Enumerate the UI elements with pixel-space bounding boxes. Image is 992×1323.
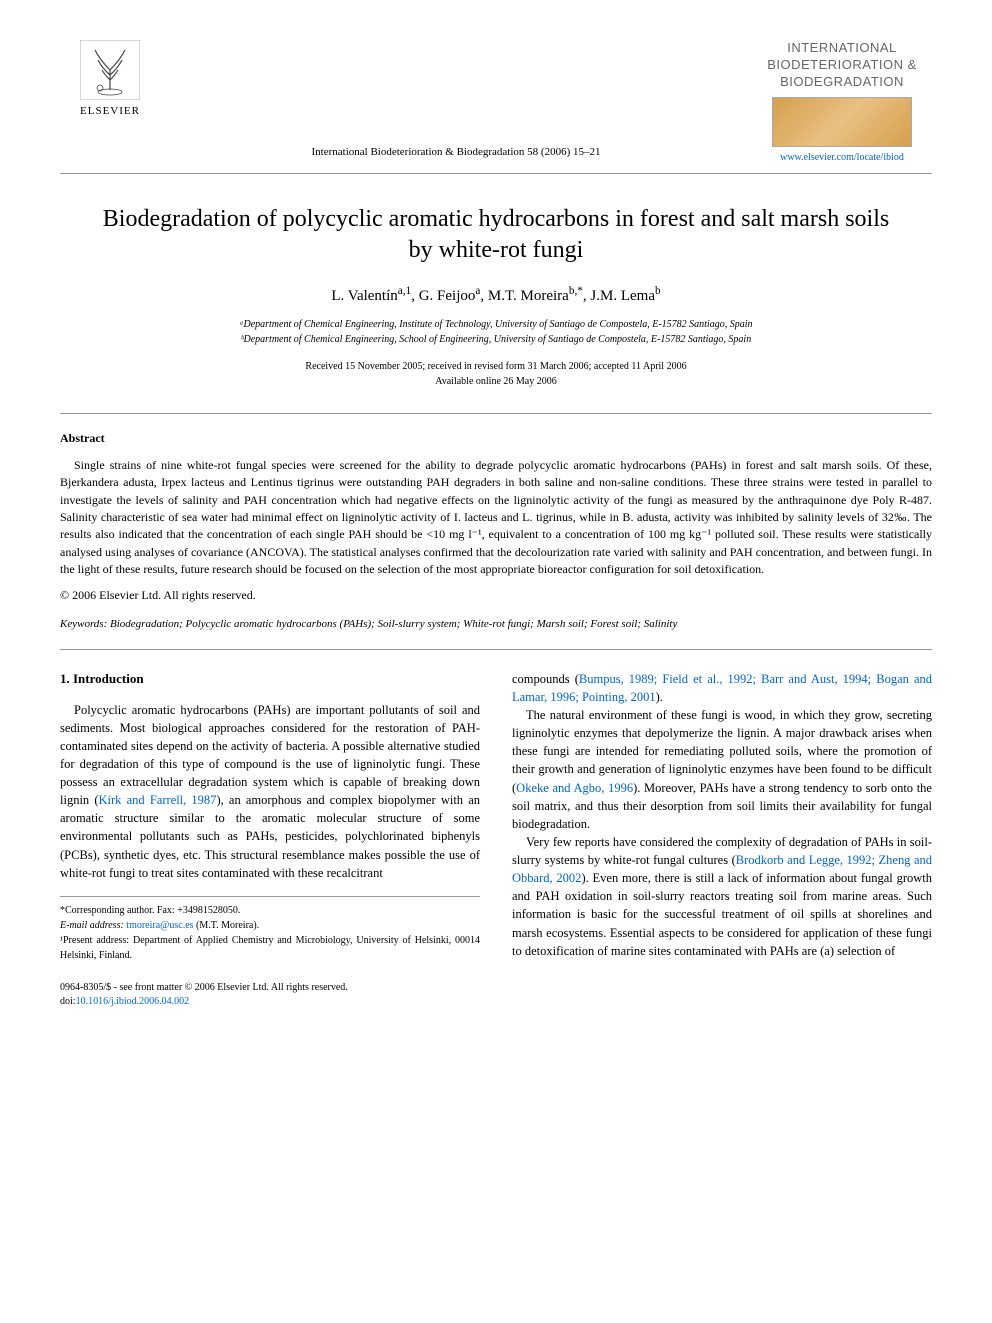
- column-right: compounds (Bumpus, 1989; Field et al., 1…: [512, 670, 932, 1009]
- intro-para-1: Polycyclic aromatic hydrocarbons (PAHs) …: [60, 701, 480, 882]
- abstract-copyright: © 2006 Elsevier Ltd. All rights reserved…: [60, 587, 932, 604]
- section-1-heading: 1. Introduction: [60, 670, 480, 689]
- col2-run-pre: compounds (: [512, 672, 579, 686]
- journal-cover-thumbnail: [772, 97, 912, 147]
- footnote-email-paren: (M.T. Moreira).: [194, 920, 260, 931]
- affiliation-b: ᵇDepartment of Chemical Engineering, Sch…: [60, 332, 932, 347]
- abstract-heading: Abstract: [60, 430, 932, 447]
- authors-line: L. Valentína,1, G. Feijooa, M.T. Moreira…: [60, 284, 932, 307]
- body-columns: 1. Introduction Polycyclic aromatic hydr…: [60, 670, 932, 1009]
- col2-run-post: ).: [656, 690, 663, 704]
- elsevier-tree-icon: [80, 40, 140, 100]
- cite-okeke[interactable]: Okeke and Agbo, 1996: [516, 781, 633, 795]
- publisher-block: ELSEVIER: [60, 40, 160, 119]
- front-matter-line: 0964-8305/$ - see front matter © 2006 El…: [60, 981, 480, 995]
- footnotes: *Corresponding author. Fax: +34981528050…: [60, 896, 480, 963]
- dates-received: Received 15 November 2005; received in r…: [60, 359, 932, 374]
- doi-value[interactable]: 10.1016/j.ibiod.2006.04.002: [76, 996, 190, 1007]
- article-title: Biodegradation of polycyclic aromatic hy…: [100, 204, 892, 266]
- journal-header: ELSEVIER International Biodeterioration …: [60, 40, 932, 174]
- dates-online: Available online 26 May 2006: [60, 374, 932, 389]
- footnote-corresponding: *Corresponding author. Fax: +34981528050…: [60, 903, 480, 918]
- para1-pre: Polycyclic aromatic hydrocarbons (PAHs) …: [60, 703, 480, 808]
- journal-brand: INTERNATIONAL BIODETERIORATION & BIODEGR…: [752, 40, 932, 165]
- column-left: 1. Introduction Polycyclic aromatic hydr…: [60, 670, 480, 1009]
- footnote-email-label: E-mail address:: [60, 920, 124, 931]
- cite-kirk-farrell[interactable]: Kirk and Farrell, 1987: [99, 793, 217, 807]
- abstract-text: Single strains of nine white-rot fungal …: [60, 457, 932, 579]
- journal-url[interactable]: www.elsevier.com/locate/ibiod: [752, 151, 932, 165]
- affiliation-a: ᵃDepartment of Chemical Engineering, Ins…: [60, 317, 932, 332]
- intro-para-1-continued: compounds (Bumpus, 1989; Field et al., 1…: [512, 670, 932, 706]
- footnote-present-address: ¹Present address: Department of Applied …: [60, 933, 480, 963]
- journal-brand-title: INTERNATIONAL BIODETERIORATION & BIODEGR…: [752, 40, 932, 91]
- doi-label: doi:: [60, 996, 76, 1007]
- intro-para-2: The natural environment of these fungi i…: [512, 706, 932, 833]
- article-dates: Received 15 November 2005; received in r…: [60, 359, 932, 389]
- rule-above-abstract: [60, 413, 932, 414]
- abstract-body: Single strains of nine white-rot fungal …: [60, 457, 932, 579]
- front-matter-block: 0964-8305/$ - see front matter © 2006 El…: [60, 981, 480, 1009]
- footnote-email-line: E-mail address: tmoreira@usc.es (M.T. Mo…: [60, 918, 480, 933]
- doi-line: doi:10.1016/j.ibiod.2006.04.002: [60, 995, 480, 1009]
- affiliations: ᵃDepartment of Chemical Engineering, Ins…: [60, 317, 932, 347]
- keywords-list: Biodegradation; Polycyclic aromatic hydr…: [110, 618, 677, 630]
- keywords-label: Keywords:: [60, 618, 107, 630]
- journal-reference: International Biodeterioration & Biodegr…: [160, 145, 752, 164]
- rule-below-keywords: [60, 649, 932, 650]
- intro-para-3: Very few reports have considered the com…: [512, 833, 932, 960]
- keywords-line: Keywords: Biodegradation; Polycyclic aro…: [60, 617, 932, 632]
- publisher-name: ELSEVIER: [80, 104, 140, 119]
- footnote-email[interactable]: tmoreira@usc.es: [126, 920, 193, 931]
